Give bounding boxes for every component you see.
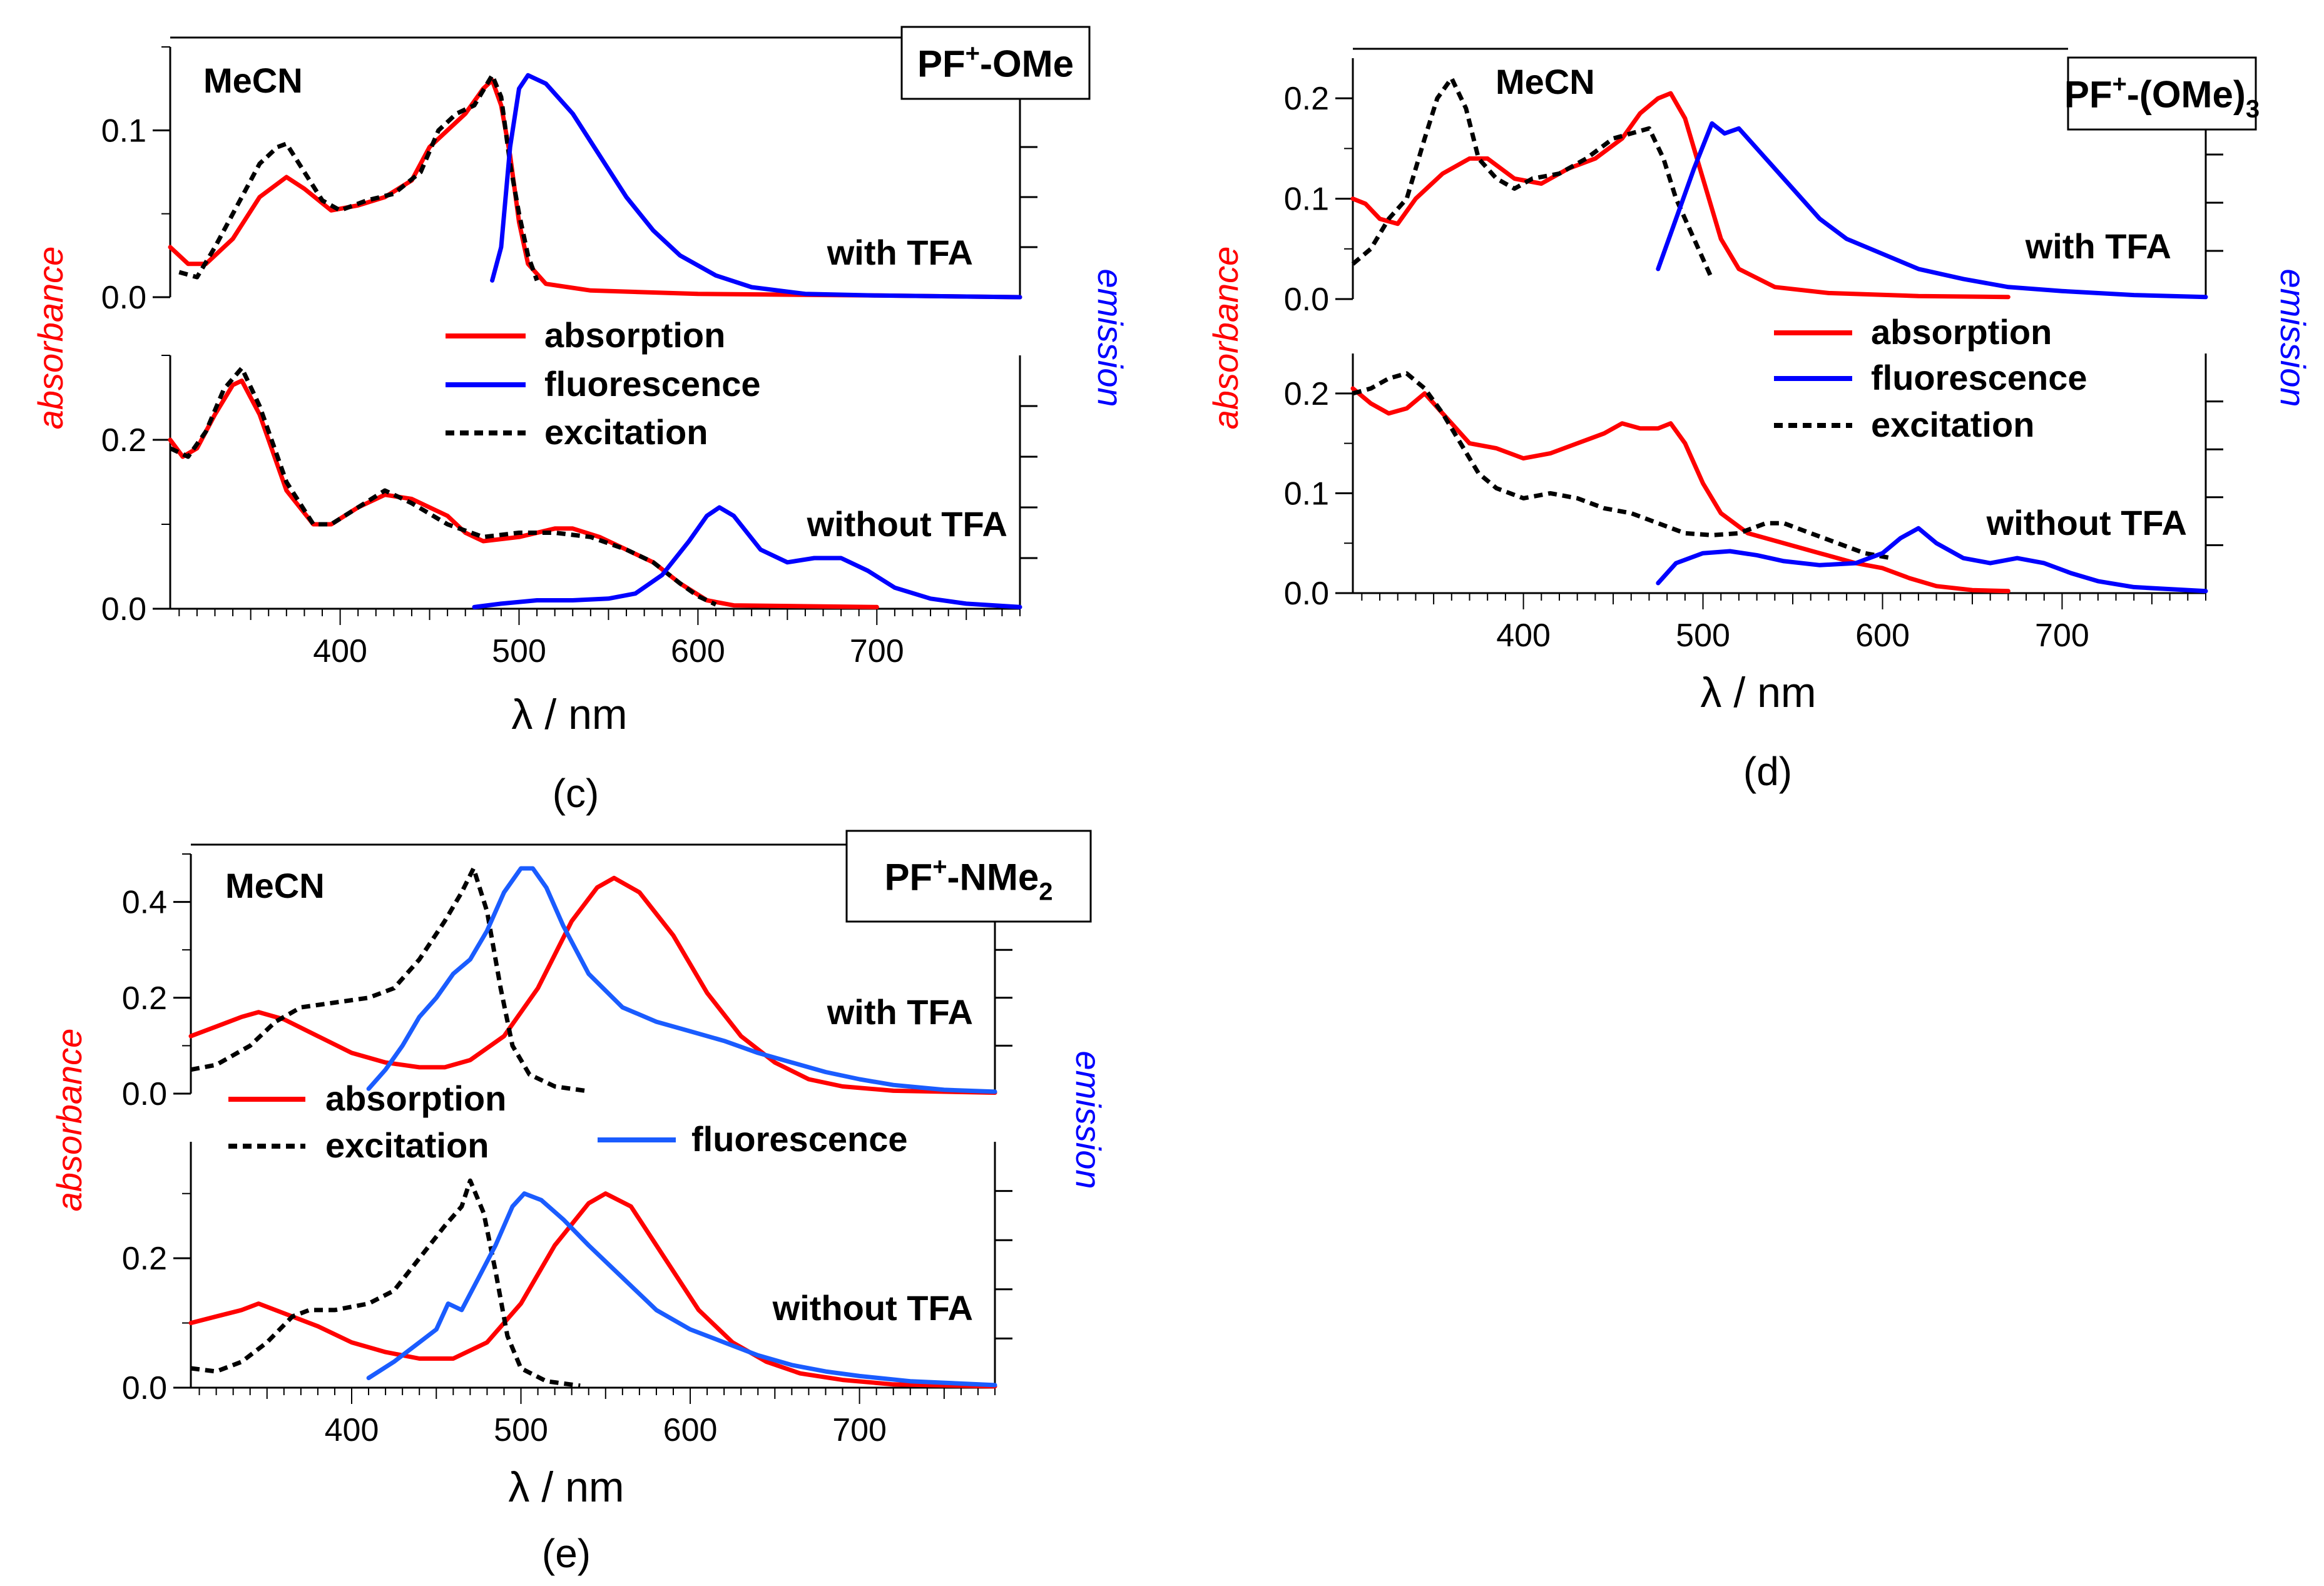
legend-label-fluorescence: fluorescence (691, 1119, 908, 1159)
y-tick-label: 0.1 (101, 113, 146, 149)
y-axis-title-left: absorbance (31, 247, 70, 430)
series-fluorescence (366, 866, 997, 1094)
legend-label-fluorescence: fluorescence (544, 364, 761, 404)
x-tick-label: 700 (850, 633, 904, 669)
x-tick-label: 700 (2035, 618, 2089, 654)
y-tick-label: 0.4 (122, 885, 167, 921)
compound-main: PF (2064, 74, 2112, 116)
x-tick-label: 400 (313, 633, 367, 669)
compound-label: PF+-OMe (917, 40, 1074, 85)
compound-label: PF+-(OMe)3 (2064, 71, 2260, 123)
y-axis-title-left: absorbance (49, 1029, 89, 1212)
panel-label: (c) (553, 771, 599, 816)
series-fluorescence (490, 73, 1022, 300)
compound-rest: -(OMe) (2127, 74, 2246, 116)
annotation-bottom: without TFA (772, 1288, 973, 1328)
legend-label-excitation: excitation (1871, 405, 2034, 444)
y-tick-label: 0.2 (122, 980, 167, 1017)
legend-label-absorption: absorption (544, 315, 725, 355)
compound-rest: -NMe (947, 857, 1039, 898)
x-tick-label: 700 (832, 1412, 887, 1448)
compound-box (2067, 56, 2257, 131)
compound-sup: + (966, 40, 980, 68)
y-tick-label: 0.0 (101, 591, 146, 628)
legend-label-absorption: absorption (1871, 312, 2052, 352)
compound-sup: + (2112, 71, 2127, 98)
x-axis-title: λ / nm (508, 1463, 624, 1511)
legend-label-fluorescence: fluorescence (1871, 358, 2087, 397)
compound-main: PF (885, 857, 933, 898)
series-excitation (1352, 371, 1892, 561)
y-axis-title-right: emission (2273, 269, 2313, 407)
series-fluorescence (1656, 121, 2208, 300)
annotation-top: with TFA (827, 233, 973, 272)
series-absorption (168, 379, 879, 609)
annotation-bottom: without TFA (1986, 503, 2187, 542)
x-tick-label: 600 (663, 1412, 718, 1448)
annotation-top: with TFA (827, 992, 973, 1032)
series-absorption (168, 78, 1022, 300)
y-tick-label: 0.1 (1284, 475, 1329, 512)
x-axis-title: λ / nm (1700, 669, 1816, 716)
panel-label: (d) (1743, 749, 1792, 794)
subplot-e-bottom: 0.0 0.2 400 500 600 700 without TFA (122, 1142, 1012, 1448)
x-tick-label: 400 (325, 1412, 379, 1448)
panel-label: (e) (542, 1531, 591, 1576)
series-excitation (178, 73, 539, 282)
compound-sup: + (932, 853, 947, 881)
legend-label-absorption: absorption (325, 1079, 506, 1118)
compound-main: PF (917, 43, 966, 85)
y-tick-label: 0.0 (1284, 282, 1329, 318)
y-tick-label: 0.2 (1284, 376, 1329, 412)
y-tick-label: 0.1 (1284, 181, 1329, 218)
series-fluorescence (366, 1191, 997, 1388)
x-tick-label: 500 (494, 1412, 548, 1448)
x-tick-label: 600 (671, 633, 725, 669)
panel-d: 0.0 0.1 0.2 with TFA 0.0 0.1 0.2 400 500 600 700 wi… (1206, 48, 2313, 794)
annotation-top: with TFA (2025, 226, 2171, 266)
compound-box (845, 830, 1092, 923)
x-tick-label: 500 (1676, 618, 1730, 654)
y-axis-title-right: emission (1091, 269, 1130, 407)
legend-label-excitation: excitation (325, 1126, 489, 1165)
compound-sub: 3 (2246, 96, 2260, 123)
series-absorption (1350, 91, 2011, 300)
subplot-d-bottom: 0.0 0.1 0.2 400 500 600 700 without TFA (1284, 353, 2223, 654)
y-tick-label: 0.2 (101, 422, 146, 459)
x-axis-title: λ / nm (511, 691, 627, 738)
compound-box (900, 26, 1091, 100)
series-excitation (1351, 76, 1715, 280)
y-axis-title-right: emission (1069, 1051, 1108, 1189)
compound-rest: -OMe (980, 43, 1074, 85)
y-tick-label: 0.2 (122, 1241, 167, 1277)
series-excitation (190, 1178, 581, 1388)
y-tick-label: 0.0 (122, 1076, 167, 1112)
y-tick-label: 0.0 (1284, 576, 1329, 612)
x-tick-label: 400 (1496, 618, 1551, 654)
legend-label-excitation: excitation (544, 412, 708, 452)
series-fluorescence (472, 505, 1022, 609)
x-tick-label: 600 (1855, 618, 1910, 654)
annotation-bottom: without TFA (807, 504, 1007, 544)
solvent-label: MeCN (203, 61, 303, 100)
x-tick-label: 500 (492, 633, 546, 669)
solvent-label: MeCN (1496, 62, 1595, 101)
y-tick-label: 0.2 (1284, 81, 1329, 117)
series-absorption (1350, 386, 2011, 594)
series-fluorescence (1656, 526, 2208, 594)
series-excitation (169, 365, 717, 607)
series-absorption (188, 1191, 997, 1389)
panel-e: 0.0 0.2 0.4 with TFA 0.0 0.2 400 500 600 700 witho… (49, 830, 1108, 1576)
series-excitation (190, 866, 589, 1094)
subplot-c-bottom: 0.0 0.2 400 500 600 700 without TFA (101, 355, 1037, 669)
compound-sub: 2 (1039, 878, 1052, 906)
y-tick-label: 0.0 (101, 280, 146, 316)
compound-label: PF+-NMe2 (885, 853, 1053, 906)
solvent-label: MeCN (225, 866, 325, 905)
y-axis-title-left: absorbance (1206, 247, 1245, 430)
panel-c: 0.0 0.1 with TFA 0.0 0.2 400 500 600 700 without … (31, 26, 1130, 816)
y-tick-label: 0.0 (122, 1370, 167, 1406)
subplot-c-top: 0.0 0.1 with TFA (101, 36, 1037, 316)
